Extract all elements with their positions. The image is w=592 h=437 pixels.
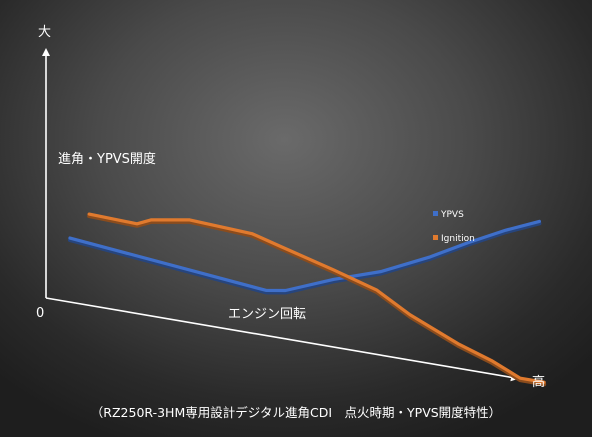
chart-caption: （RZ250R-3HM専用設計デジタル進角CDI 点火時期・YPVS開度特性）	[91, 405, 501, 420]
legend-swatch-ypvs	[433, 211, 438, 216]
series-line-ypvs	[68, 219, 541, 293]
chart-title: 進角・YPVS開度	[58, 151, 156, 167]
x-axis	[45, 297, 519, 382]
legend-swatch-ignition	[433, 235, 438, 240]
x-axis-end-label: 高	[532, 374, 545, 390]
y-axis-max-label: 大	[38, 25, 51, 40]
series-line-ignition	[87, 212, 546, 384]
legend-label-ignition: Ignition	[441, 234, 475, 244]
legend-label-ypvs: YPVS	[440, 210, 464, 220]
legend: YPVS Ignition	[433, 210, 475, 244]
series-line-shadow-ignition	[87, 214, 547, 387]
x-axis-label: エンジン回転	[228, 307, 306, 322]
series-line-shadow-ypvs	[67, 221, 542, 295]
origin-label: 0	[36, 306, 44, 321]
series-layer	[67, 212, 547, 387]
